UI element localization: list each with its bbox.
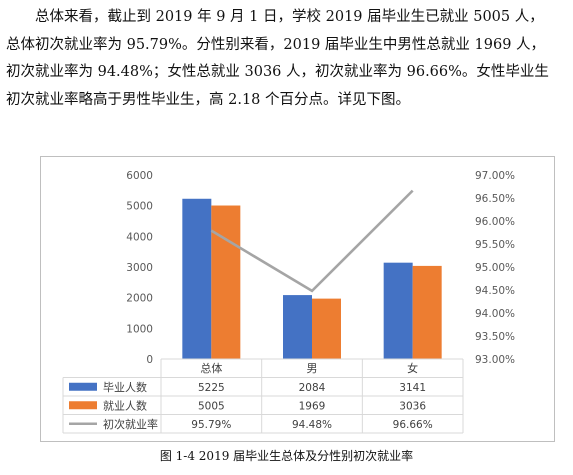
figure-caption: 图 1-4 2019 届毕业生总体及分性别初次就业率 xyxy=(159,449,414,463)
paragraph-line: 总体来看，截止到 2019 年 9 月 1 日，学校 2019 届毕业生已就业 … xyxy=(35,9,544,25)
left-axis-tick-label: 1000 xyxy=(126,323,153,335)
bar-graduates xyxy=(283,295,312,359)
data-label: 94.48% xyxy=(292,419,332,431)
data-label: 3141 xyxy=(399,382,426,394)
bar-employed xyxy=(312,298,341,359)
combo-chart: 0 1000 2000 3000 4000 5000 6000 93.00% 93.50% 94.… xyxy=(62,170,515,434)
left-axis-tick-label: 2000 xyxy=(126,293,153,305)
left-axis-tick-label: 4000 xyxy=(126,231,153,243)
left-axis-tick-label: 3000 xyxy=(126,262,153,274)
series-name: 初次就业率 xyxy=(103,417,158,431)
data-label: 5005 xyxy=(198,400,225,412)
left-axis-tick-label: 6000 xyxy=(126,170,153,182)
series-name: 就业人数 xyxy=(103,398,147,412)
right-axis-tick-label: 95.00% xyxy=(475,262,515,274)
right-axis-tick-label: 96.00% xyxy=(475,216,515,228)
right-axis-tick-label: 93.50% xyxy=(475,331,515,343)
right-axis-tick-label: 94.00% xyxy=(475,308,515,320)
bar-graduates xyxy=(182,198,212,359)
data-label: 1969 xyxy=(299,400,326,412)
data-label: 3036 xyxy=(399,400,426,412)
category-label: 女 xyxy=(407,361,418,375)
category-label: 男 xyxy=(307,362,318,375)
legend-key xyxy=(69,382,97,391)
data-label: 95.79% xyxy=(191,419,231,431)
data-label: 96.66% xyxy=(393,419,433,431)
right-axis-tick-label: 97.00% xyxy=(475,170,515,182)
paragraph-line: 初次就业率为 94.48%；女性总就业 3036 人，初次就业率为 96.66%… xyxy=(6,64,549,80)
data-label: 2084 xyxy=(299,382,326,394)
intro-paragraph: 总体来看，截止到 2019 年 9 月 1 日，学校 2019 届毕业生已就业 … xyxy=(6,4,568,114)
bar-graduates xyxy=(383,262,413,359)
right-axis-tick-label: 96.50% xyxy=(475,193,515,205)
right-axis-tick-label: 93.00% xyxy=(475,354,515,366)
left-axis-tick-label: 0 xyxy=(146,354,153,366)
legend-key xyxy=(69,401,97,410)
paragraph-line: 初次就业率略高于男性毕业生，高 2.18 个百分点。详见下图。 xyxy=(6,91,411,108)
rate-line xyxy=(210,189,414,293)
data-label: 5225 xyxy=(198,382,225,394)
category-label: 总体 xyxy=(200,361,222,375)
series-name: 毕业人数 xyxy=(103,381,147,394)
bar-employed xyxy=(412,265,442,359)
chart-frame: 0 1000 2000 3000 4000 5000 6000 93.00% 93.50% 94.… xyxy=(40,156,555,442)
left-axis-tick-label: 5000 xyxy=(126,201,153,213)
paragraph-line: 总体初次就业率为 95.79%。分性别来看，2019 届毕业生中男性总就业 19… xyxy=(6,36,546,53)
right-axis-tick-label: 95.50% xyxy=(475,239,515,251)
bar-employed xyxy=(211,205,241,359)
right-axis-tick-label: 94.50% xyxy=(475,285,515,297)
